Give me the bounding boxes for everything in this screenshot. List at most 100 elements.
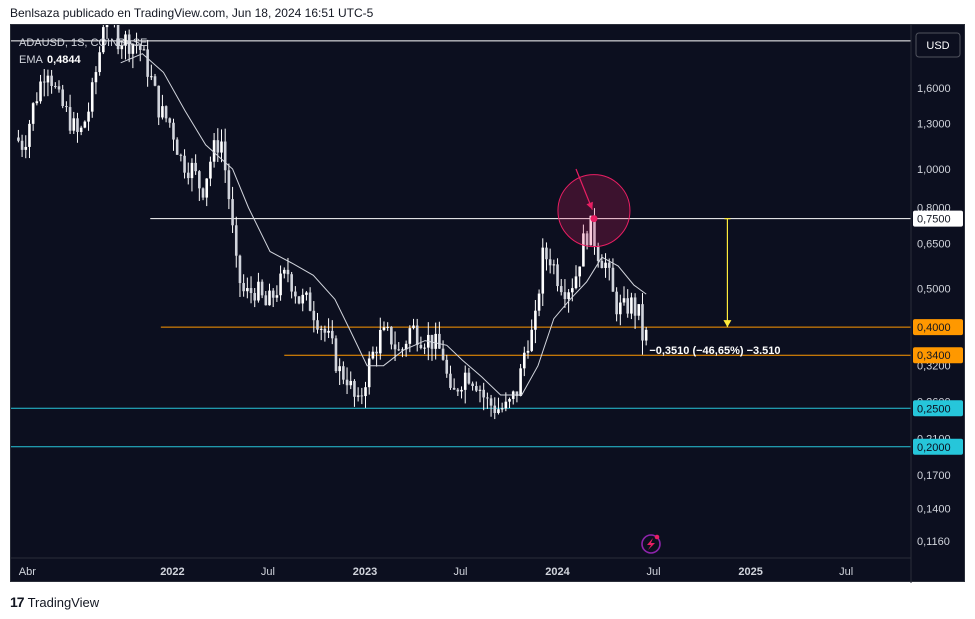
candle-body-95: [367, 358, 371, 388]
candle-body-64: [253, 293, 257, 301]
candle-body-166: [630, 297, 633, 314]
candle-body-60: [238, 255, 242, 284]
candle-body-99: [382, 327, 386, 330]
candle-body-32: [135, 44, 138, 46]
candle-body-23: [102, 27, 105, 53]
candle-body-109: [419, 344, 423, 348]
tradingview-logo-icon[interactable]: 17: [10, 594, 25, 610]
candle-body-156: [593, 215, 596, 247]
candle-body-82: [319, 328, 323, 330]
candle-body-41: [168, 118, 172, 123]
candle-body-136: [519, 368, 522, 396]
currency-button-label[interactable]: USD: [926, 40, 949, 52]
candle-body-130: [497, 409, 500, 414]
candle-body-139: [530, 329, 533, 351]
candle-body-129: [493, 405, 497, 414]
candle-body-67: [264, 295, 268, 306]
candle-body-87: [338, 366, 341, 372]
candle-body-58: [231, 199, 234, 226]
candle-body-117: [449, 373, 452, 388]
candle-body-98: [378, 329, 382, 354]
y-tick-label-12: 0,1160: [917, 536, 950, 548]
chart-panel[interactable]: −0,3510 (−46,65%) −3.510 Abr 2022 Jul 2023 J…: [10, 24, 966, 583]
candle-body-114: [438, 333, 441, 349]
candle-body-11: [57, 86, 61, 90]
candle-body-24: [105, 25, 109, 28]
candle-body-137: [523, 352, 526, 369]
level-label-2: 0,4000: [917, 322, 951, 334]
candle-body-151: [574, 276, 578, 289]
candle-body-86: [334, 338, 338, 372]
lightning-icon[interactable]: [641, 534, 661, 554]
candle-body-124: [474, 386, 478, 391]
candle-body-101: [390, 326, 393, 345]
candle-body-145: [552, 264, 556, 266]
candle-body-144: [548, 259, 552, 266]
candle-body-164: [622, 298, 626, 303]
candle-body-20: [90, 82, 94, 112]
candle-body-135: [515, 391, 519, 396]
candle-body-96: [371, 351, 375, 359]
candle-body-47: [190, 162, 194, 179]
x-tick-label-5: 2024: [545, 566, 570, 578]
candle-body-65: [257, 281, 260, 301]
candle-series: [17, 25, 648, 420]
candle-body-76: [297, 296, 301, 304]
candle-body-48: [194, 162, 197, 172]
candle-body-165: [626, 298, 630, 314]
price-chart[interactable]: −0,3510 (−46,65%) −3.510 Abr 2022 Jul 2023 J…: [11, 25, 966, 583]
candle-body-131: [500, 408, 504, 410]
candle-body-45: [183, 155, 186, 173]
footer-brand[interactable]: TradingView: [27, 594, 100, 610]
x-tick-label-4: Jul: [453, 566, 467, 578]
x-tick-label-0: Abr: [19, 566, 36, 578]
y-tick-label-10: 0,1700: [917, 470, 951, 482]
currency-button[interactable]: [915, 32, 961, 58]
candle-body-88: [342, 366, 345, 380]
candle-body-159: [604, 262, 607, 268]
candle-body-115: [441, 348, 445, 360]
y-tick-label-5: 0,6500: [917, 238, 951, 250]
candle-body-152: [578, 266, 581, 277]
candle-body-5: [35, 101, 39, 104]
y-tick-label-11: 0,1400: [917, 503, 951, 515]
candle-body-97: [375, 351, 378, 354]
candle-body-79: [308, 292, 312, 311]
level-label-box-1: [913, 210, 963, 227]
candle-body-29: [124, 34, 127, 46]
candle-body-100: [386, 326, 389, 328]
footer: 17 TradingView: [10, 594, 99, 610]
y-tick-label-6: 0,5000: [917, 284, 951, 296]
candle-body-16: [76, 118, 79, 132]
candle-body-50: [201, 188, 205, 198]
candle-body-77: [301, 294, 305, 304]
level-labels: 0,7500 0,4000 0,3400 0,2500 0,2000: [913, 210, 963, 455]
candle-body-46: [186, 172, 190, 179]
legend-symbol: ADAUSD, 1S, COINBASE: [19, 37, 147, 49]
candle-body-105: [404, 343, 408, 350]
candle-body-108: [415, 325, 419, 345]
candle-body-53: [212, 140, 216, 162]
y-tick-label-3: 1,0000: [917, 164, 951, 176]
highlight-circle: [557, 174, 631, 248]
candle-body-148: [563, 292, 567, 300]
candle-body-38: [157, 85, 161, 118]
candle-body-10: [54, 85, 57, 87]
candle-body-149: [567, 292, 570, 300]
candle-body-49: [198, 171, 201, 189]
candle-body-126: [482, 389, 485, 398]
candle-body-127: [486, 397, 489, 399]
candle-body-18: [83, 121, 87, 128]
candle-body-122: [467, 372, 471, 384]
candle-body-170: [644, 329, 648, 341]
candle-body-40: [164, 106, 168, 119]
level-label-box-3: [913, 347, 963, 364]
candle-body-71: [279, 273, 282, 296]
candle-body-63: [249, 288, 253, 294]
candle-body-133: [508, 398, 511, 402]
candle-body-1: [20, 140, 24, 150]
pointer-arrow-line: [575, 168, 593, 210]
candle-body-28: [120, 45, 124, 50]
candle-body-17: [79, 127, 83, 132]
candle-body-83: [323, 328, 327, 333]
